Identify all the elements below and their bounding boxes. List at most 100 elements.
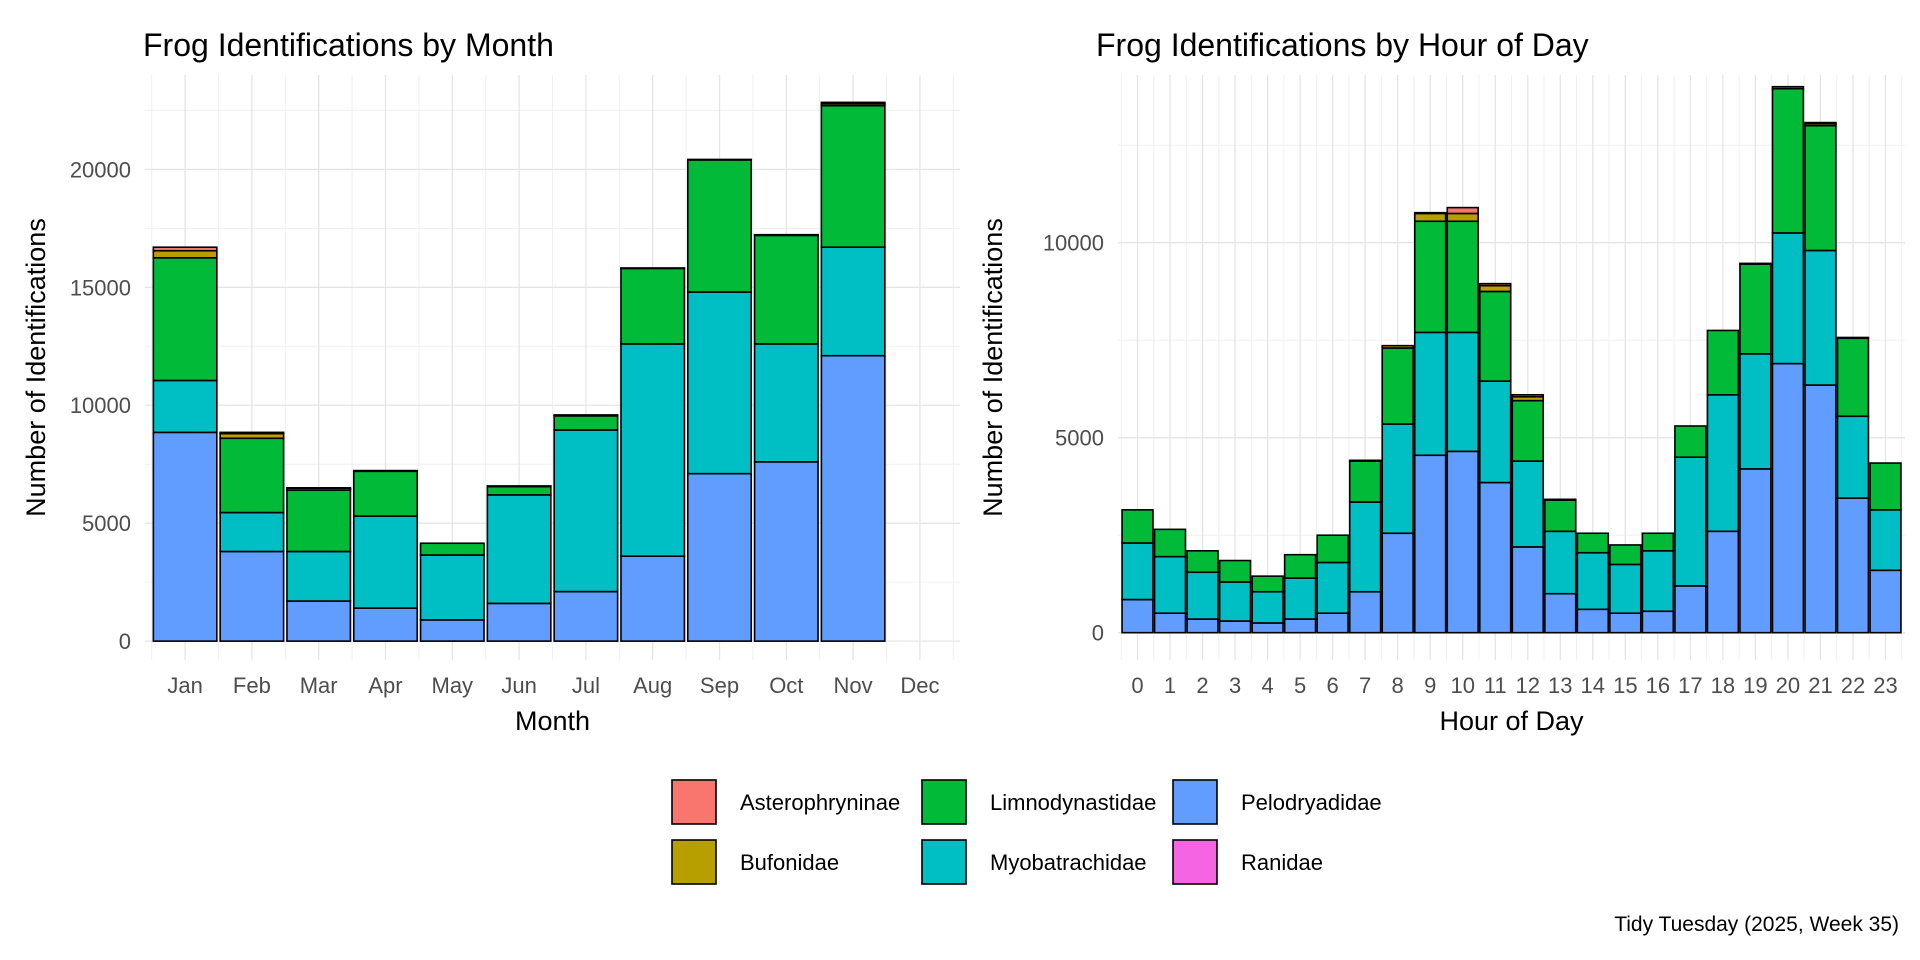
x-tick-label: 14 <box>1581 673 1605 698</box>
bar-pelodryadidae-aug <box>620 555 686 642</box>
bar-myobatrachidae-1 <box>1153 555 1187 615</box>
x-tick-label: Nov <box>834 673 873 698</box>
bar-pelodryadidae-15 <box>1609 612 1642 634</box>
bar-pelodryadidae-13 <box>1544 592 1577 634</box>
bar-pelodryadidae-19 <box>1739 468 1772 634</box>
x-tick-label: 6 <box>1327 673 1339 698</box>
bar-limnodynastidae-aug <box>620 267 686 345</box>
x-tick-label: May <box>432 673 474 698</box>
legend-label-bufonidae: Bufonidae <box>740 850 839 875</box>
x-tick-label: Jun <box>501 673 536 698</box>
x-tick-label: 23 <box>1873 673 1897 698</box>
bar-pelodryadidae-1 <box>1153 612 1187 634</box>
bar-pelodryadidae-sep <box>686 472 753 642</box>
bar-limnodynastidae-apr <box>352 470 419 517</box>
bar-bufonidae-apr <box>352 469 419 473</box>
x-tick-label: Dec <box>900 673 939 698</box>
bar-asterophryninae-9 <box>1413 211 1447 215</box>
x-tick-label: 3 <box>1229 673 1241 698</box>
bar-myobatrachidae-18 <box>1706 393 1740 533</box>
bar-pelodryadidae-6 <box>1316 612 1349 634</box>
bar-limnodynastidae-23 <box>1869 462 1902 511</box>
legend-label-pelodryadidae: Pelodryadidae <box>1241 790 1382 815</box>
bar-pelodryadidae-jul <box>553 590 619 642</box>
bar-bufonidae-19 <box>1739 262 1772 265</box>
bar-limnodynastidae-12 <box>1511 399 1545 462</box>
x-tick-label: Aug <box>633 673 672 698</box>
bar-bufonidae-9 <box>1413 212 1447 223</box>
bar-asterophryninae-21 <box>1804 121 1837 125</box>
bar-limnodynastidae-jul <box>553 415 619 431</box>
bar-pelodryadidae-8 <box>1381 532 1414 634</box>
legend-label-limnodynastidae: Limnodynastidae <box>990 790 1156 815</box>
x-axis-title: Month <box>515 706 590 736</box>
caption: Tidy Tuesday (2025, Week 35) <box>1614 913 1899 936</box>
bar-limnodynastidae-1 <box>1153 528 1187 558</box>
x-tick-label: 13 <box>1548 673 1572 698</box>
bar-myobatrachidae-3 <box>1218 581 1252 622</box>
x-tick-label: 19 <box>1743 673 1767 698</box>
y-tick-label: 15000 <box>70 275 131 300</box>
x-tick-label: 0 <box>1131 673 1143 698</box>
bar-myobatrachidae-8 <box>1381 423 1414 535</box>
bar-myobatrachidae-11 <box>1478 380 1512 484</box>
bar-limnodynastidae-sep <box>686 159 753 293</box>
y-tick-label: 5000 <box>1055 426 1104 451</box>
bar-limnodynastidae-18 <box>1706 329 1740 396</box>
bar-asterophryninae-11 <box>1478 282 1512 287</box>
x-tick-label: 12 <box>1516 673 1540 698</box>
bar-limnodynastidae-19 <box>1739 263 1772 355</box>
bar-limnodynastidae-mar <box>286 489 352 553</box>
bar-limnodynastidae-17 <box>1674 425 1707 459</box>
bar-pelodryadidae-may <box>419 619 485 642</box>
x-axis-title: Hour of Day <box>1439 706 1584 736</box>
bar-myobatrachidae-16 <box>1641 549 1675 613</box>
y-tick-label: 20000 <box>70 157 131 182</box>
bar-pelodryadidae-2 <box>1186 618 1219 634</box>
bar-limnodynastidae-10 <box>1446 220 1479 334</box>
x-tick-label: Jul <box>572 673 600 698</box>
bar-pelodryadidae-jan <box>152 431 218 642</box>
bar-myobatrachidae-12 <box>1511 460 1545 548</box>
bar-limnodynastidae-20 <box>1771 87 1805 234</box>
bar-myobatrachidae-4 <box>1251 590 1284 624</box>
bar-pelodryadidae-9 <box>1413 454 1447 634</box>
bar-limnodynastidae-21 <box>1804 124 1837 252</box>
legend: Asterophryninae Bufonidae Limnodynastidae M… <box>671 779 1382 885</box>
bar-pelodryadidae-16 <box>1641 610 1675 634</box>
x-tick-label: Jan <box>167 673 202 698</box>
bar-limnodynastidae-2 <box>1186 549 1219 574</box>
bar-pelodryadidae-5 <box>1283 618 1317 634</box>
bar-myobatrachidae-17 <box>1674 456 1707 587</box>
bar-myobatrachidae-13 <box>1544 530 1577 595</box>
y-tick-label: 10000 <box>1043 231 1104 256</box>
bar-pelodryadidae-4 <box>1251 622 1284 634</box>
x-tick-label: 18 <box>1711 673 1735 698</box>
bar-limnodynastidae-feb <box>219 437 285 514</box>
x-tick-label: 20 <box>1776 673 1800 698</box>
bar-asterophryninae-12 <box>1511 393 1545 398</box>
y-tick-label: 0 <box>1092 621 1104 646</box>
bar-limnodynastidae-jan <box>152 257 218 382</box>
bar-myobatrachidae-19 <box>1739 353 1772 470</box>
bar-limnodynastidae-22 <box>1836 337 1870 418</box>
bar-pelodryadidae-10 <box>1446 450 1479 634</box>
bar-pelodryadidae-jun <box>486 602 552 642</box>
bar-bufonidae-22 <box>1836 336 1870 340</box>
bar-myobatrachidae-oct <box>753 343 819 463</box>
y-axis-title: Number of Identifications <box>978 218 1008 517</box>
x-tick-label: 1 <box>1164 673 1176 698</box>
x-tick-label: 9 <box>1424 673 1436 698</box>
bar-pelodryadidae-22 <box>1836 497 1870 634</box>
bar-bufonidae-10 <box>1446 212 1479 223</box>
bar-limnodynastidae-oct <box>753 234 819 345</box>
x-tick-label: 5 <box>1294 673 1306 698</box>
bar-bufonidae-oct <box>753 233 819 237</box>
x-tick-label: 8 <box>1392 673 1404 698</box>
bar-bufonidae-jan <box>152 249 218 259</box>
bar-myobatrachidae-7 <box>1348 501 1382 593</box>
legend-swatch-asterophryninae <box>671 779 717 825</box>
bar-pelodryadidae-3 <box>1218 620 1252 634</box>
y-tick-label: 0 <box>119 629 131 654</box>
x-tick-label: Mar <box>300 673 338 698</box>
